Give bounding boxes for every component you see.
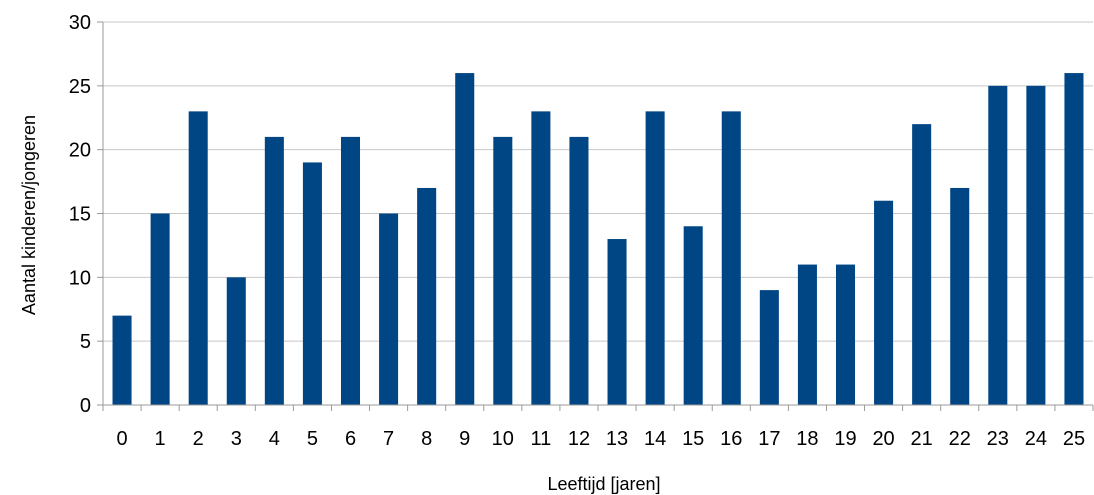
bar-20: [874, 200, 894, 405]
bar-13: [607, 239, 627, 405]
x-tick-label: 19: [834, 428, 856, 450]
y-tick-label: 30: [69, 12, 91, 34]
bar-19: [835, 264, 856, 405]
x-tick-label: 8: [421, 428, 432, 450]
x-tick-label: 17: [758, 428, 780, 450]
bar-4: [264, 136, 284, 405]
x-tick-label: 24: [1025, 428, 1047, 450]
bar-12: [569, 136, 589, 405]
x-tick-label: 10: [492, 428, 514, 450]
bar-15: [683, 226, 703, 405]
bar-21: [912, 124, 932, 405]
x-tick-label: 16: [720, 428, 742, 450]
x-tick-label: 2: [193, 428, 204, 450]
x-tick-label: 15: [682, 428, 704, 450]
x-tick-label: 3: [231, 428, 242, 450]
bar-11: [531, 111, 551, 405]
x-tick-label: 0: [116, 428, 127, 450]
x-tick-label: 5: [307, 428, 318, 450]
bar-18: [797, 264, 817, 405]
x-tick-label: 4: [269, 428, 280, 450]
x-tick-label: 13: [606, 428, 628, 450]
x-tick-label: 20: [872, 428, 894, 450]
bar-6: [340, 136, 361, 405]
bars: [112, 73, 1084, 406]
bar-8: [417, 187, 437, 405]
bar-5: [302, 162, 322, 405]
bar-22: [950, 187, 970, 405]
x-tick-label: 22: [949, 428, 971, 450]
bar-23: [988, 85, 1008, 405]
x-tick-label: 18: [796, 428, 818, 450]
x-axis-title: Leeftijd [jaren]: [547, 474, 660, 494]
bar-14: [645, 111, 665, 405]
bar-1: [150, 213, 170, 405]
y-tick-labels: 0 5 10 15 20 25 30: [69, 12, 91, 417]
y-tick-label: 10: [69, 267, 91, 289]
x-tick-label: 9: [459, 428, 470, 450]
axes: [102, 22, 1094, 411]
y-axis-title: Aantal kinderen/jongeren: [19, 115, 39, 315]
bar-9: [455, 73, 475, 406]
x-tick-label: 25: [1063, 428, 1085, 450]
gridlines: [97, 21, 1093, 406]
bar-10: [493, 136, 513, 405]
x-tick-labels: 0 1 2 3 4 5 6 7 8 9 10 11 12 13 14 15 16 17 18 19 20 21 22 23 24…: [116, 428, 1085, 450]
y-tick-label: 25: [69, 76, 91, 98]
x-tick-label: 23: [987, 428, 1009, 450]
bar-2: [188, 111, 208, 405]
x-tick-label: 11: [531, 428, 552, 450]
y-tick-label: 0: [80, 395, 91, 417]
bar-3: [226, 277, 246, 405]
y-tick-label: 15: [69, 204, 91, 226]
bar-16: [721, 111, 741, 405]
x-tick-label: 7: [383, 428, 394, 450]
bar-25: [1064, 73, 1084, 406]
bar-0: [112, 315, 132, 405]
x-tick-label: 1: [155, 428, 166, 450]
x-tick-label: 12: [568, 428, 590, 450]
x-tick-label: 14: [644, 428, 666, 450]
bar-17: [759, 290, 779, 405]
x-tick-label: 6: [345, 428, 356, 450]
bar-7: [379, 213, 399, 405]
y-tick-label: 20: [69, 140, 91, 162]
bar-24: [1026, 85, 1046, 405]
x-tick-label: 21: [911, 428, 933, 450]
y-tick-label: 5: [80, 331, 91, 353]
